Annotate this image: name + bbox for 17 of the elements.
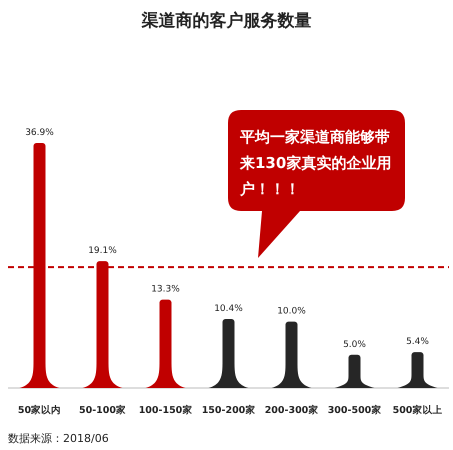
- data-label: 10.0%: [277, 306, 306, 317]
- x-tick-label: 100-150家: [138, 404, 192, 416]
- data-label: 13.3%: [151, 284, 180, 295]
- x-tick-label: 150-200家: [202, 404, 256, 416]
- data-label: 36.9%: [25, 128, 54, 138]
- data-label: 5.0%: [343, 340, 366, 350]
- x-tick-label: 50-100家: [79, 404, 126, 416]
- x-tick-label: 200-300家: [264, 404, 318, 416]
- data-label: 5.4%: [406, 337, 430, 348]
- source-note: 数据来源：2018/06: [8, 432, 109, 445]
- x-tick-label: 500家以上: [392, 404, 442, 416]
- x-tick-label: 50家以内: [18, 404, 62, 416]
- x-tick-label: 300-500家: [328, 404, 382, 416]
- annotation: 平均一家渠道商能够带来130家真实的企业用户！！！: [240, 127, 392, 200]
- chart-title: 渠道商的客户服务数量: [140, 11, 312, 31]
- data-label: 10.4%: [214, 304, 244, 314]
- data-label: 19.1%: [88, 246, 118, 256]
